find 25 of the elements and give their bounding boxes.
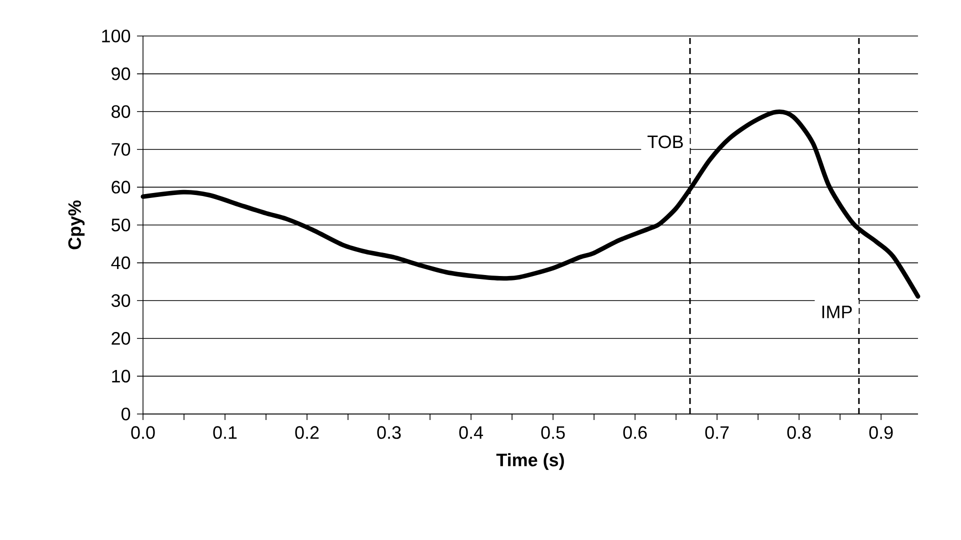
x-tick-label: 0.5 — [541, 426, 565, 439]
y-tick-label: 20 — [112, 332, 130, 345]
y-tick-label: 0 — [122, 408, 130, 420]
y-tick-label: 60 — [112, 180, 130, 194]
y-tick-label: 30 — [111, 294, 130, 307]
y-tick-label: 40 — [111, 256, 130, 270]
y-axis-title: Cpy% — [68, 200, 85, 250]
x-axis-title: Time (s) — [496, 453, 564, 470]
ref-line-label: TOB — [648, 135, 683, 148]
x-tick-label: 0.0 — [131, 426, 155, 439]
x-tick-label: 0.8 — [787, 426, 811, 439]
y-tick-label: 10 — [112, 370, 130, 383]
y-tick-label: 80 — [112, 105, 130, 118]
y-tick-label: 70 — [112, 143, 130, 156]
x-tick-label: 0.7 — [705, 426, 729, 439]
x-tick-label: 0.4 — [459, 426, 484, 439]
y-tick-label: 50 — [112, 218, 130, 232]
x-tick-label: 0.6 — [623, 426, 647, 439]
y-tick-label: 90 — [112, 67, 130, 80]
x-tick-label: 0.3 — [377, 426, 401, 439]
x-tick-label: 0.9 — [869, 426, 893, 439]
x-tick-label: 0.1 — [213, 426, 237, 439]
ref-line-label: IMP — [822, 306, 852, 318]
x-tick-label: 0.2 — [295, 426, 319, 439]
y-tick-label: 100 — [102, 30, 130, 42]
